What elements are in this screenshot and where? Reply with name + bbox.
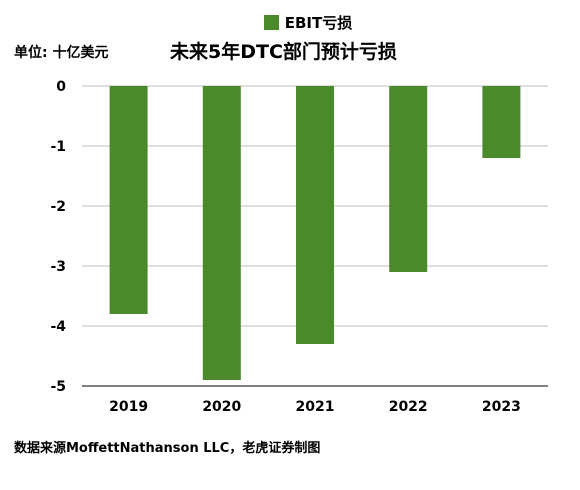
x-tick-label: 2023 bbox=[482, 399, 521, 415]
x-axis-ticks: 2019 2020 2021 2022 2023 bbox=[109, 399, 521, 415]
y-tick-label: -4 bbox=[50, 319, 66, 335]
chart-title: 未来5年DTC部门预计亏损 bbox=[170, 41, 397, 63]
y-tick-label: -3 bbox=[50, 259, 66, 275]
bar-2021 bbox=[296, 86, 334, 344]
legend-label: EBIT亏损 bbox=[284, 14, 353, 32]
legend: EBIT亏损 bbox=[0, 12, 580, 33]
bar-2020 bbox=[202, 86, 241, 380]
bar-2022 bbox=[389, 86, 428, 272]
bar-2019 bbox=[109, 86, 148, 314]
x-tick-label: 2021 bbox=[296, 399, 335, 415]
x-tick-label: 2020 bbox=[202, 399, 241, 415]
x-tick-label: 2019 bbox=[109, 399, 148, 415]
x-tick-label: 2022 bbox=[389, 399, 428, 415]
y-tick-label: -1 bbox=[50, 139, 66, 155]
unit-label: 单位: 十亿美元 bbox=[14, 45, 109, 61]
bars bbox=[109, 86, 521, 380]
y-tick-label: 0 bbox=[56, 79, 66, 95]
bar-2023 bbox=[482, 86, 521, 158]
source-note: 数据来源MoffettNathanson LLC，老虎证券制图 bbox=[14, 441, 321, 456]
y-tick-label: -5 bbox=[50, 379, 66, 395]
y-axis-ticks: 0 -1 -2 -3 -4 -5 bbox=[50, 79, 66, 395]
legend-swatch bbox=[263, 15, 279, 30]
y-tick-label: -2 bbox=[50, 199, 66, 215]
